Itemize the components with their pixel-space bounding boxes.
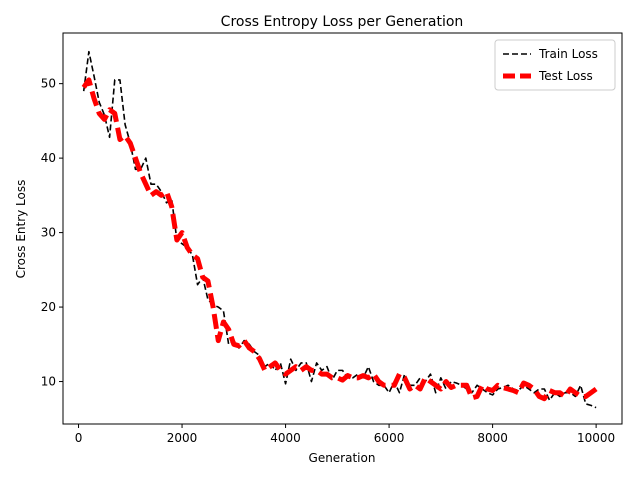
chart-title: Cross Entropy Loss per Generation (221, 14, 464, 30)
x-tick-label: 6000 (374, 431, 405, 445)
legend-label-train-loss: Train Loss (538, 47, 598, 61)
y-tick-label: 40 (41, 151, 56, 165)
x-tick-label: 8000 (477, 431, 508, 445)
x-tick-label: 4000 (270, 431, 301, 445)
y-tick-label: 50 (41, 77, 56, 91)
x-tick-label: 0 (75, 431, 83, 445)
x-axis-title: Generation (309, 451, 376, 465)
y-tick-label: 10 (41, 375, 56, 389)
series-line-test-loss (81, 77, 598, 402)
plot-frame (62, 32, 623, 425)
y-tick-label: 20 (41, 300, 56, 314)
x-tick-label: 2000 (167, 431, 198, 445)
plot-area: 0 2000 4000 6000 8000 10000 10 20 30 40 50 Train Lo… (41, 32, 623, 445)
y-tick-label: 30 (41, 226, 56, 240)
x-tick-label: 10000 (577, 431, 615, 445)
legend-label-test-loss: Test Loss (538, 69, 593, 83)
y-axis-title: Cross Entry Loss (14, 180, 28, 279)
